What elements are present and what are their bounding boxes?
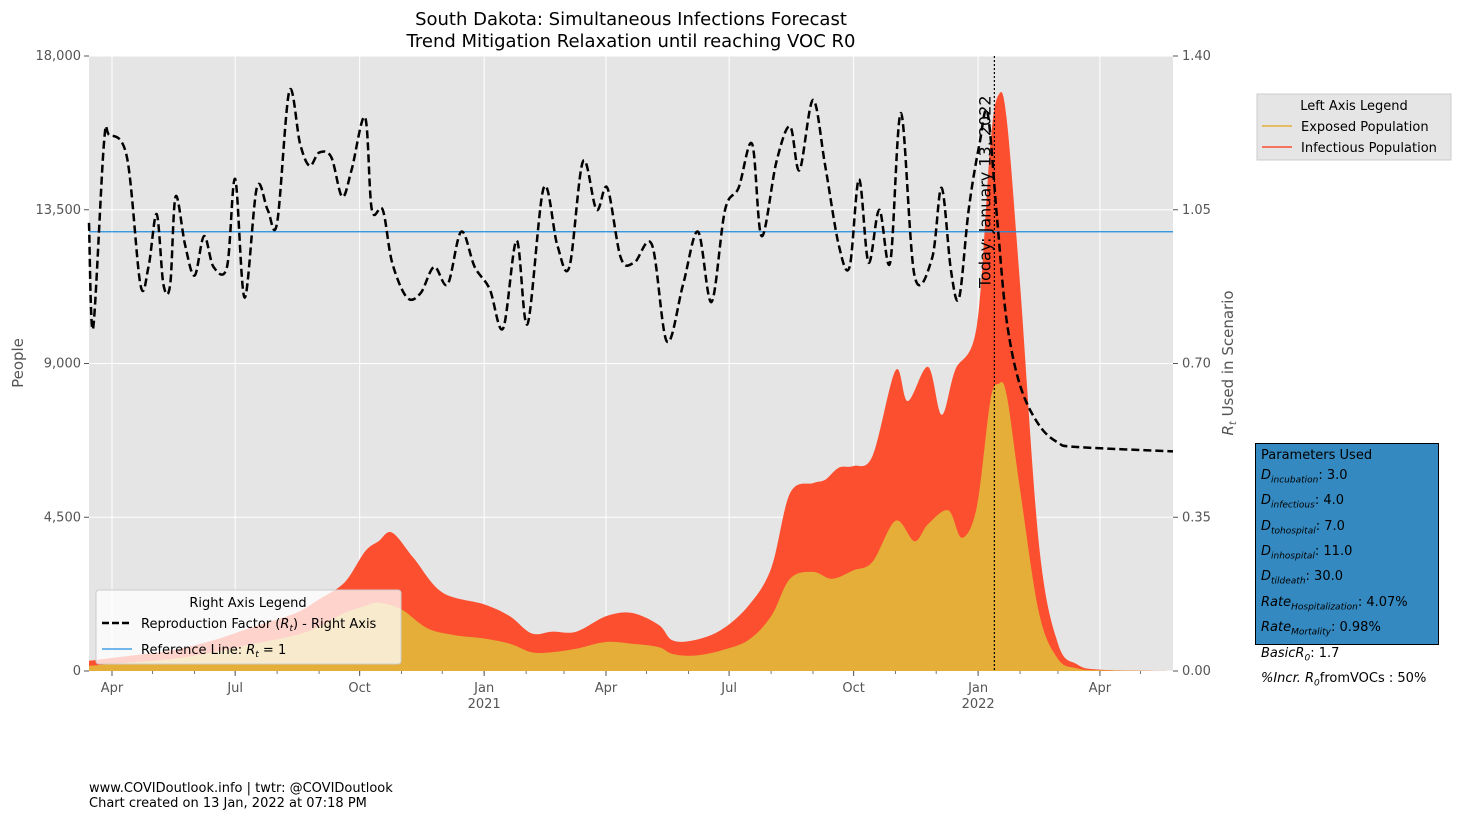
parameter-row: Dinhospital: 11.0 [1261,543,1353,562]
exposed-area [89,382,1173,671]
x-tick-year: 2021 [468,697,501,712]
footer-created: Chart created on 13 Jan, 2022 at 07:18 P… [89,796,367,811]
x-tick-label: Apr [1089,681,1112,696]
left-axis-legend: Left Axis Legend Exposed Population Infe… [1256,93,1452,161]
x-tick-label: Oct [348,681,370,696]
area-series [89,91,1173,671]
left-legend-title: Left Axis Legend [1300,99,1407,114]
chart-title: South Dakota: Simultaneous Infections Fo… [415,9,847,30]
grid-lines [89,55,1173,672]
x-tick-label: Jul [720,681,737,696]
parameter-row: BasicR0: 1.7 [1261,645,1340,664]
chart-subtitle: Trend Mitigation Relaxation until reachi… [406,31,856,52]
parameter-row: RateMortality: 0.98% [1261,620,1381,638]
x-tick-label: Jul [226,681,243,696]
legend-rt-label: Reproduction Factor (Rt) - Right Axis [141,617,377,634]
left-tick-label: 9,000 [44,357,81,372]
right-axis-ticks: 0.00 0.35 0.70 1.05 1.40 [1173,49,1211,679]
rt-line [87,87,1174,453]
parameters-title: Parameters Used [1261,448,1373,463]
left-tick-label: 13,500 [36,203,82,218]
left-tick-label: 4,500 [44,510,81,525]
right-axis-label: Rt Used in Scenario [1219,290,1239,435]
left-tick-label: 18,000 [36,49,82,64]
x-tick-year: 2022 [962,697,995,712]
right-axis-legend: Right Axis Legend Reproduction Factor (R… [95,589,402,665]
x-tick-label: Oct [842,681,864,696]
right-legend-title: Right Axis Legend [189,596,306,611]
right-tick-label: 1.05 [1182,203,1211,218]
footer-site: www.COVIDoutlook.info | twtr: @COVIDoutl… [89,781,393,796]
right-tick-label: 1.40 [1182,49,1211,64]
parameter-row: Dincubation: 3.0 [1261,467,1348,486]
left-axis-label: People [9,338,27,388]
left-tick-label: 0 [73,664,81,679]
right-tick-label: 0.00 [1182,664,1211,679]
parameter-row: %Incr. R0fromVOCs : 50% [1261,670,1427,689]
footer: www.COVIDoutlook.info | twtr: @COVIDoutl… [89,781,393,811]
left-axis-ticks: 0 4,500 9,000 13,500 18,000 [36,49,89,679]
line-series [87,56,1174,671]
x-tick-label: Jan [967,681,988,696]
parameters-list: Dincubation: 3.0 Dinfectious: 4.0 Dtohospi… [1261,466,1433,695]
parameters-box: Parameters Used Dincubation: 3.0 Dinfecti… [1255,443,1439,689]
parameter-row: RateHospitalization: 4.07% [1261,594,1408,613]
legend-reference-label: Reference Line: Rt = 1 [141,643,286,660]
legend-exposed-label: Exposed Population [1301,120,1429,135]
parameter-row: Dtohospital: 7.0 [1261,518,1345,537]
today-label: Today: January 13, 2022 [975,95,994,289]
x-tick-label: Jan [473,681,494,696]
right-tick-label: 0.70 [1182,357,1211,372]
x-tick-label: Apr [101,681,124,696]
parameter-row: Dinfectious: 4.0 [1261,493,1344,511]
legend-infectious-label: Infectious Population [1301,141,1437,156]
right-tick-label: 0.35 [1182,510,1211,525]
x-tick-label: Apr [595,681,618,696]
parameter-row: Dtildeath: 30.0 [1261,569,1344,587]
